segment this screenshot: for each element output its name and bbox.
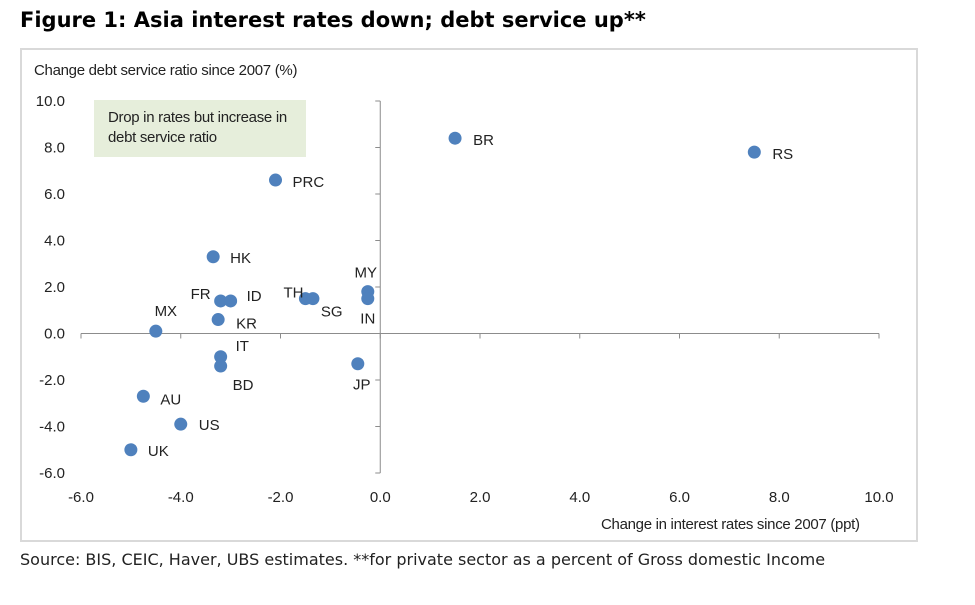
- y-tick-label: 2.0: [44, 279, 65, 296]
- y-tick-label: 8.0: [44, 140, 65, 157]
- frame-top-border: [20, 48, 918, 50]
- data-point-prc: [269, 173, 283, 187]
- annotation-text: Drop in rates but increase in debt servi…: [108, 109, 287, 146]
- data-point-us: [174, 417, 188, 431]
- data-point-fr: [214, 294, 228, 308]
- frame-left-border: [20, 48, 22, 542]
- data-point-mx: [149, 324, 163, 338]
- annotation-box: [94, 100, 306, 157]
- x-tick-label: -4.0: [168, 489, 194, 506]
- point-label-id: ID: [247, 288, 262, 305]
- point-label-au: AU: [160, 391, 181, 408]
- y-axis-label: Change debt service ratio since 2007 (%): [34, 62, 298, 79]
- x-tick-label: 0.0: [370, 489, 391, 506]
- point-label-uk: UK: [148, 443, 169, 460]
- x-tick-label: 4.0: [569, 489, 590, 506]
- data-point-br: [448, 131, 462, 145]
- y-tick-label: 0.0: [44, 326, 65, 343]
- x-tick-label: 8.0: [769, 489, 790, 506]
- data-point-id: [224, 294, 238, 308]
- point-label-kr: KR: [236, 316, 257, 333]
- point-label-prc: PRC: [293, 174, 325, 191]
- point-label-my: MY: [355, 265, 378, 282]
- frame-right-border: [916, 48, 918, 542]
- y-tick-label: -2.0: [39, 372, 65, 389]
- source-note: Source: BIS, CEIC, Haver, UBS estimates.…: [20, 550, 826, 569]
- y-tick-label: 4.0: [44, 233, 65, 250]
- data-point-it: [214, 350, 228, 364]
- x-tick-label: 2.0: [470, 489, 491, 506]
- y-tick-label: 10.0: [36, 93, 65, 110]
- data-point-jp: [351, 357, 365, 371]
- data-point-au: [136, 389, 150, 403]
- x-tick-label: -2.0: [268, 489, 294, 506]
- point-label-mx: MX: [155, 303, 178, 320]
- data-point-sg: [306, 292, 320, 306]
- data-point-hk: [206, 250, 220, 264]
- y-tick-label: 6.0: [44, 186, 65, 203]
- figure-title: Figure 1: Asia interest rates down; debt…: [20, 8, 646, 32]
- x-axis-label: Change in interest rates since 2007 (ppt…: [601, 516, 860, 533]
- point-label-us: US: [199, 417, 220, 434]
- y-tick-label: -6.0: [39, 465, 65, 482]
- x-tick-label: 10.0: [864, 489, 893, 506]
- data-point-kr: [211, 313, 225, 327]
- data-point-rs: [747, 145, 761, 159]
- y-tick-label: -4.0: [39, 419, 65, 436]
- point-label-sg: SG: [321, 304, 343, 321]
- x-tick-label: 6.0: [669, 489, 690, 506]
- data-point-in: [361, 292, 375, 306]
- point-label-jp: JP: [353, 377, 371, 394]
- point-label-rs: RS: [772, 146, 793, 163]
- point-label-bd: BD: [233, 377, 254, 394]
- point-label-fr: FR: [191, 286, 211, 303]
- point-label-th: TH: [283, 285, 303, 302]
- data-point-bd: [214, 359, 228, 373]
- x-tick-label: -6.0: [68, 489, 94, 506]
- point-label-br: BR: [473, 132, 494, 149]
- point-label-hk: HK: [230, 250, 251, 267]
- frame-bottom-border: [20, 540, 918, 542]
- data-point-uk: [124, 443, 138, 457]
- point-label-in: IN: [360, 311, 375, 328]
- point-label-it: IT: [236, 338, 249, 355]
